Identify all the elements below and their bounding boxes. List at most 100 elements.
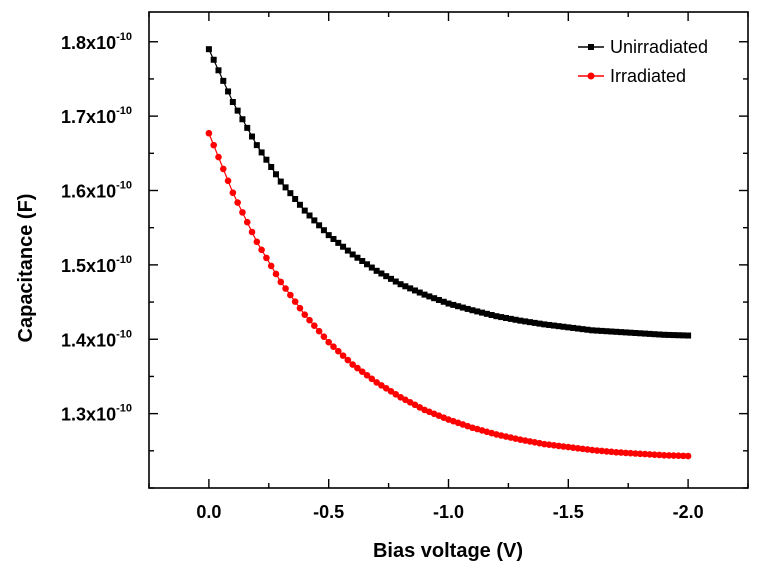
data-point bbox=[253, 238, 261, 246]
data-point bbox=[210, 141, 217, 149]
data-point bbox=[536, 320, 543, 327]
data-point bbox=[474, 308, 481, 315]
data-point bbox=[316, 222, 323, 229]
y-tick-label: 1.7x10-10 bbox=[61, 105, 132, 127]
y-tick-label: 1.3x10-10 bbox=[61, 403, 132, 425]
data-point bbox=[656, 331, 663, 338]
data-point bbox=[397, 281, 404, 288]
data-point bbox=[565, 324, 572, 331]
data-point bbox=[584, 446, 591, 453]
y-tick-label: 1.6x10-10 bbox=[61, 180, 132, 202]
data-point bbox=[344, 356, 352, 364]
data-point bbox=[320, 227, 327, 234]
data-point bbox=[325, 338, 333, 346]
data-point bbox=[339, 352, 347, 359]
data-point bbox=[660, 451, 668, 459]
data-point bbox=[636, 450, 644, 458]
data-point bbox=[282, 184, 289, 191]
data-point bbox=[661, 331, 668, 338]
data-point bbox=[579, 326, 586, 333]
data-point bbox=[354, 364, 361, 372]
data-point bbox=[670, 452, 678, 459]
data-point bbox=[205, 129, 213, 137]
data-point bbox=[263, 156, 270, 163]
data-point bbox=[637, 330, 644, 337]
data-point bbox=[685, 332, 692, 339]
data-point bbox=[646, 330, 653, 337]
data-point bbox=[603, 448, 610, 455]
data-point bbox=[550, 322, 557, 329]
data-point bbox=[205, 46, 212, 53]
data-point bbox=[411, 287, 418, 294]
data-point bbox=[325, 232, 332, 239]
data-point bbox=[622, 329, 629, 336]
data-point bbox=[574, 444, 582, 452]
data-point bbox=[541, 321, 548, 328]
data-point bbox=[244, 124, 251, 131]
data-point bbox=[253, 142, 260, 149]
data-point bbox=[627, 329, 634, 336]
data-point bbox=[455, 303, 462, 310]
data-point bbox=[407, 285, 414, 292]
plot-layer bbox=[205, 46, 692, 460]
series-unirradiated bbox=[205, 46, 692, 339]
x-axis-title: Bias voltage (V) bbox=[373, 540, 523, 562]
data-point bbox=[594, 327, 601, 334]
data-point bbox=[349, 251, 356, 258]
x-tick-label: -1.5 bbox=[553, 502, 584, 522]
data-point bbox=[330, 235, 337, 242]
legend-item-irradiated: Irradiated bbox=[578, 66, 686, 86]
data-point bbox=[248, 228, 256, 236]
series-irradiated bbox=[205, 129, 692, 460]
data-point bbox=[215, 153, 222, 161]
x-tick-label: 0.0 bbox=[196, 502, 221, 522]
data-point bbox=[320, 333, 328, 341]
data-point bbox=[277, 178, 284, 185]
data-point bbox=[675, 332, 682, 339]
data-point bbox=[243, 218, 251, 226]
data-point bbox=[249, 133, 256, 140]
data-point bbox=[598, 447, 606, 455]
data-point bbox=[684, 452, 692, 460]
data-point bbox=[364, 261, 371, 268]
data-point bbox=[344, 247, 351, 254]
x-tick-label: -0.5 bbox=[313, 502, 344, 522]
data-point bbox=[608, 448, 615, 456]
data-point bbox=[627, 449, 634, 457]
data-point bbox=[229, 189, 237, 197]
y-tick-exponent: -10 bbox=[116, 403, 132, 415]
data-point bbox=[656, 451, 663, 459]
data-point bbox=[368, 375, 376, 383]
data-point bbox=[522, 318, 529, 325]
data-point bbox=[330, 343, 337, 350]
data-point bbox=[479, 309, 486, 316]
data-point bbox=[258, 246, 265, 254]
data-point bbox=[268, 163, 275, 170]
data-point bbox=[622, 449, 630, 457]
data-point bbox=[531, 319, 538, 326]
data-point bbox=[546, 321, 553, 328]
data-point bbox=[507, 315, 514, 322]
data-point bbox=[545, 441, 553, 449]
data-point bbox=[272, 171, 279, 178]
data-point bbox=[483, 310, 490, 317]
data-point bbox=[282, 285, 289, 292]
data-point bbox=[363, 371, 371, 379]
data-point bbox=[215, 67, 222, 74]
data-point bbox=[301, 311, 309, 319]
data-point bbox=[349, 361, 356, 368]
data-point bbox=[378, 382, 385, 389]
data-point bbox=[387, 388, 395, 395]
series-line bbox=[208, 48, 689, 337]
y-tick-exponent: -10 bbox=[116, 180, 132, 192]
y-tick-exponent: -10 bbox=[116, 105, 132, 117]
data-point bbox=[632, 450, 639, 457]
data-point bbox=[373, 267, 380, 274]
data-point bbox=[378, 270, 385, 277]
data-point bbox=[387, 275, 394, 282]
data-point bbox=[675, 452, 682, 460]
data-point bbox=[574, 325, 581, 332]
data-point bbox=[665, 331, 672, 338]
data-point bbox=[292, 195, 299, 202]
